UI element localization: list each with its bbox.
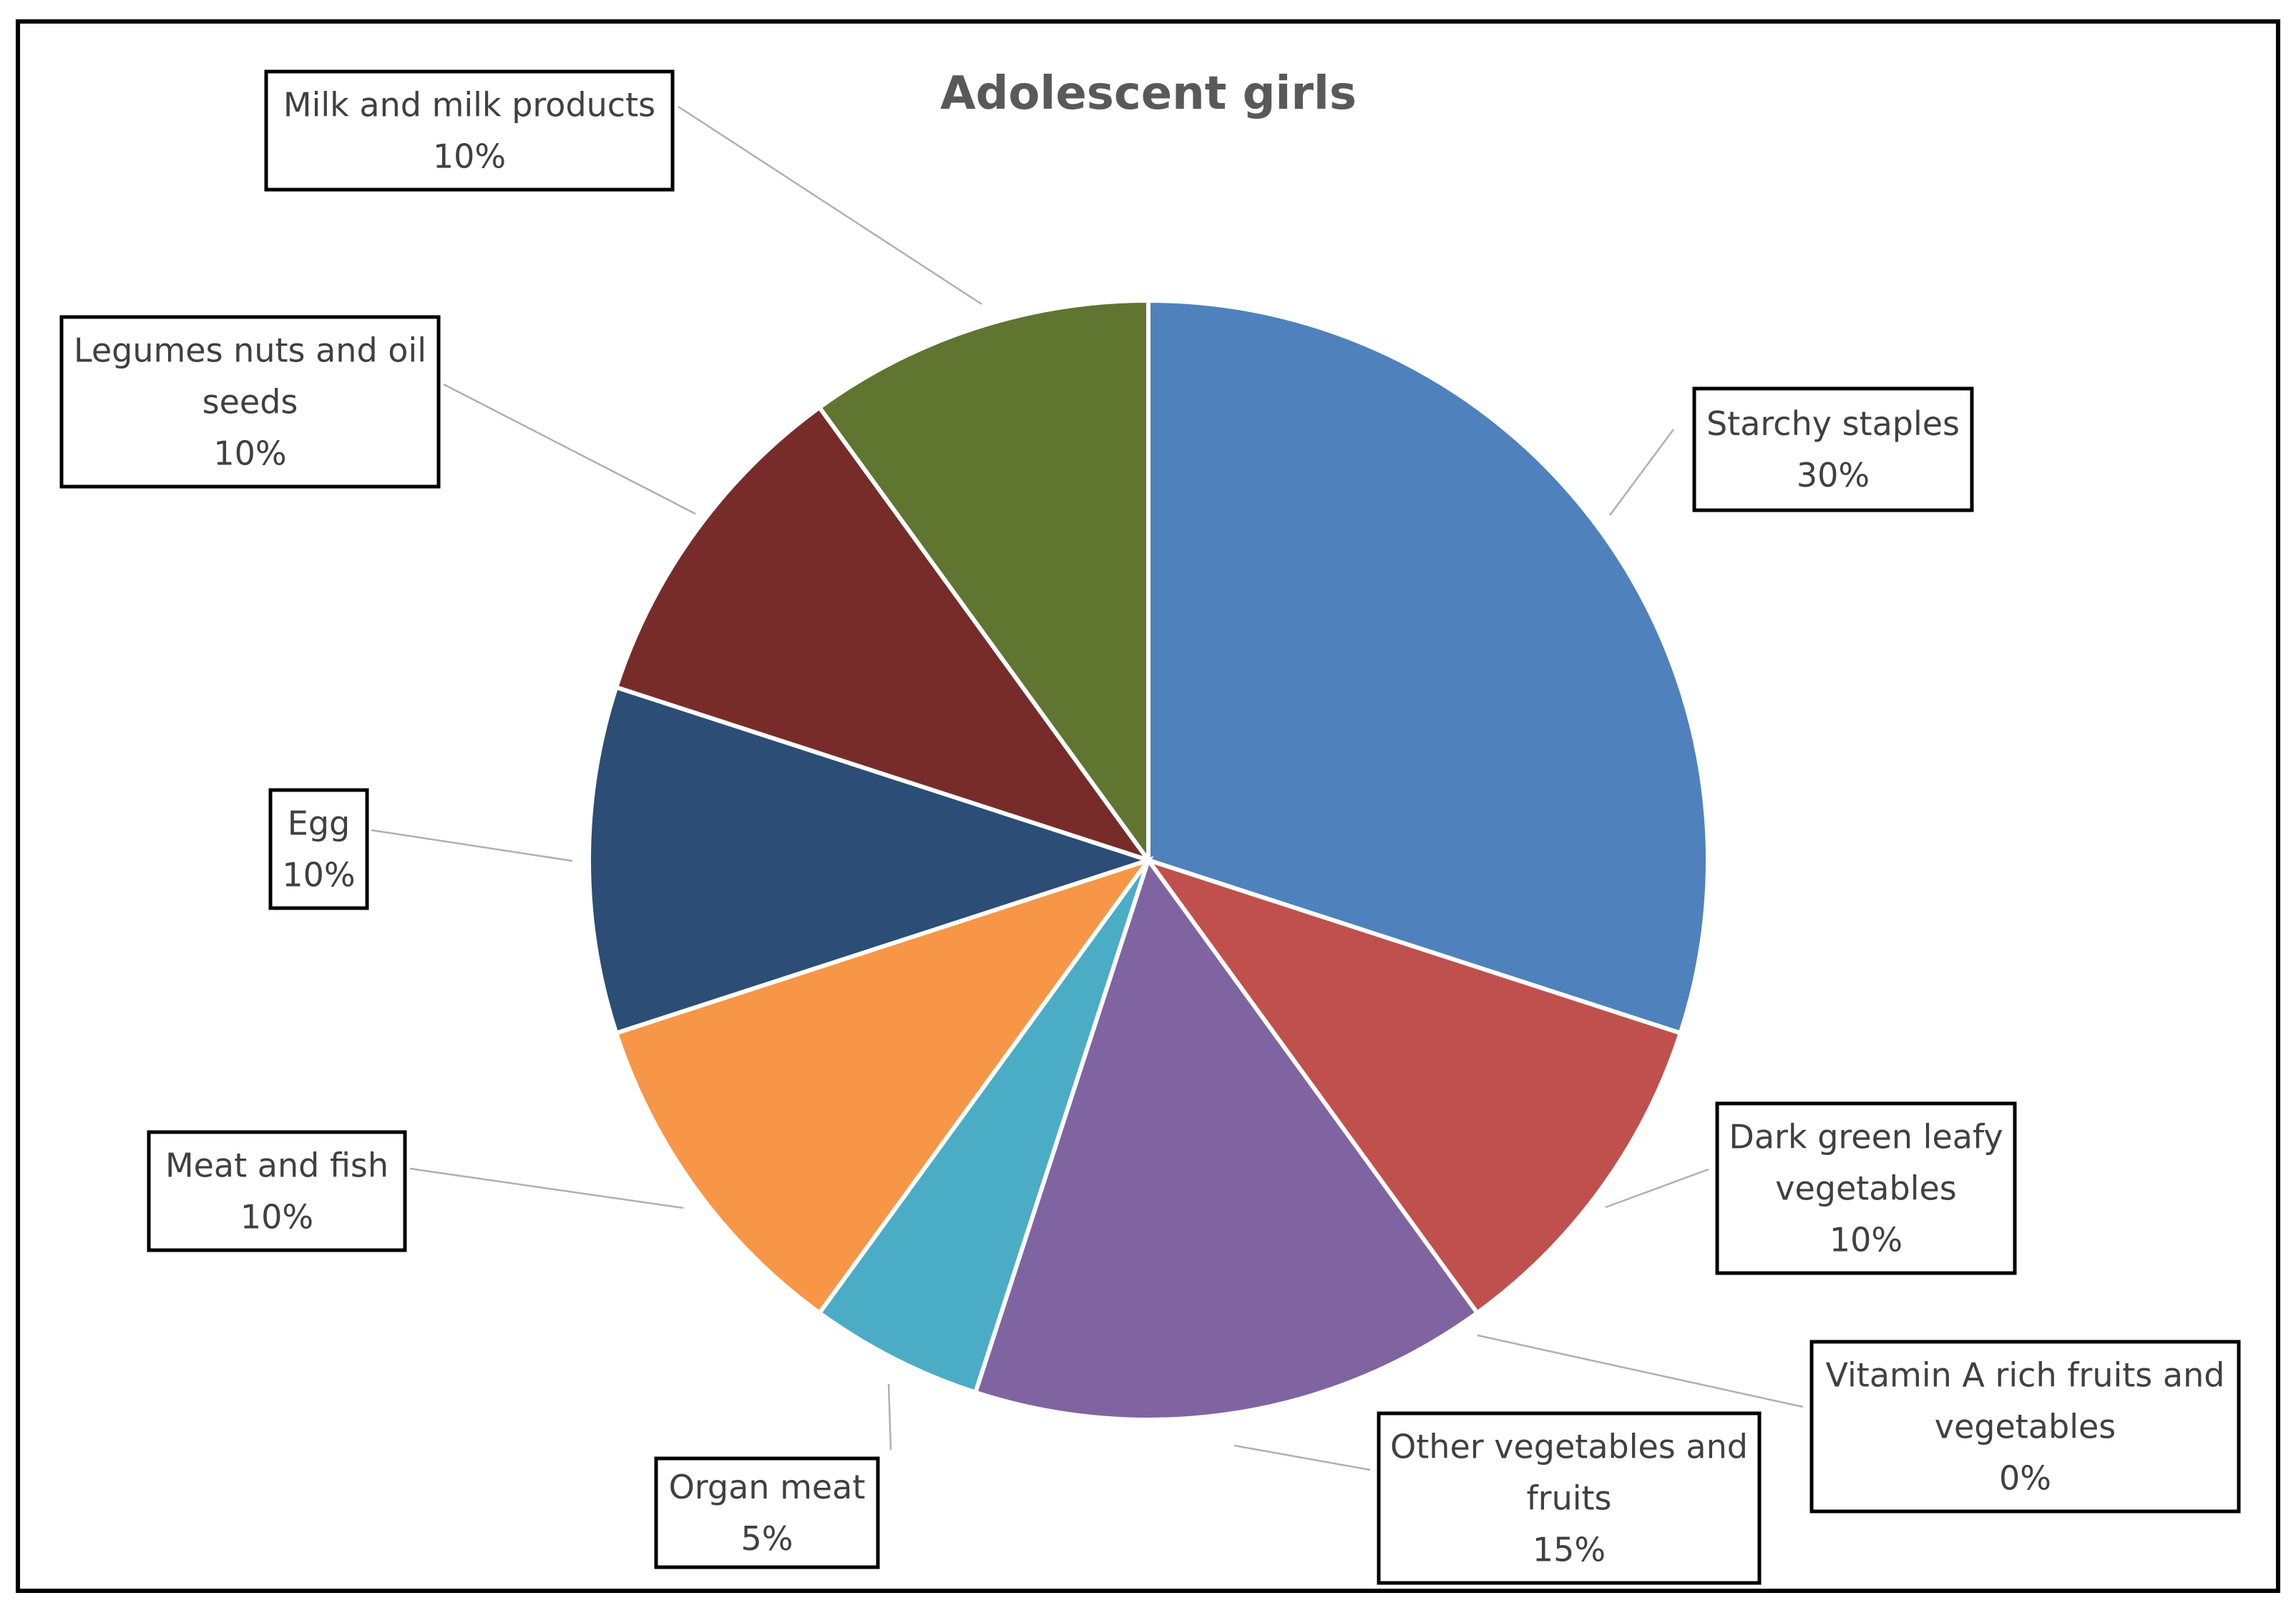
data-label-name: Vitamin A rich fruits and [1826,1356,2225,1395]
data-label-value: 30% [1797,456,1870,494]
data-label-box [147,1130,407,1252]
data-label-value: 10% [213,434,286,473]
data-label-value: 10% [240,1198,313,1237]
pie-slice-milk [816,298,1151,867]
data-label-name: seeds [202,383,298,421]
leader-line-otherveg [1234,1444,1371,1471]
pie-slice-dglv [1143,856,1684,1316]
leader-line-legumes [443,383,696,515]
data-label-vita: Vitamin A rich fruits and vegetables 0% [1809,1340,2241,1514]
data-label-value: 5% [741,1519,793,1558]
data-label-milk: Milk and milk products 10% [264,69,675,192]
data-label-box [1715,1101,2017,1275]
data-labels: Starchy staples 30% Dark green leafy vegeta… [59,69,2241,1585]
data-label-name: vegetables [1775,1169,1957,1208]
data-label-value: 0% [1999,1459,2051,1498]
data-label-name: Meat and fish [165,1146,389,1185]
leader-line-organ [887,1383,892,1451]
leader-line-meat [409,1167,684,1209]
data-label-value: 10% [282,856,355,895]
leader-line-egg [371,829,573,862]
data-label-box [264,69,675,192]
data-label-name: Organ meat [669,1468,866,1506]
data-label-name: Egg [288,804,350,843]
leader-line-dglv [1605,1168,1709,1209]
data-label-organ: Organ meat 5% [654,1456,880,1569]
chart-title: Adolescent girls [940,67,1357,120]
data-label-name: Legumes nuts and oil [74,331,426,370]
data-label-box [268,788,369,910]
data-label-starchy: Starchy staples 30% [1692,386,1974,512]
data-label-box [1692,386,1974,512]
data-label-dglv: Dark green leafy vegetables 10% [1715,1101,2017,1275]
pie-slices [587,298,1710,1422]
data-label-legumes: Legumes nuts and oil seeds 10% [59,315,441,489]
leader-line-vita [1477,1334,1804,1408]
leader-line-starchy [1608,429,1675,516]
data-label-name: vegetables [1935,1408,2116,1446]
data-label-egg: Egg 10% [268,788,369,910]
pie-slice-meat [613,856,1154,1316]
leader-lines [371,105,1804,1471]
data-label-box [1377,1411,1762,1585]
data-label-box [59,315,441,489]
data-label-box [1809,1340,2241,1514]
pie-slice-organ [816,859,1151,1395]
data-label-meat: Meat and fish 10% [147,1130,407,1252]
leader-line-milk [678,105,982,306]
data-label-name: Dark green leafy [1729,1118,2003,1156]
data-label-name: Milk and milk products [283,86,655,125]
data-label-value: 10% [1830,1221,1902,1259]
data-label-name: fruits [1526,1479,1611,1518]
pie-slice-legumes [613,404,1154,864]
data-label-otherveg: Other vegetables and fruits 15% [1377,1411,1762,1585]
pie-slice-otherveg [972,855,1480,1422]
pie-slice-starchy [1146,298,1710,1036]
data-label-name: Other vegetables and [1390,1428,1748,1466]
pie-slice-egg [587,684,1156,1036]
data-label-box [654,1456,880,1569]
data-label-value: 15% [1533,1531,1606,1569]
data-label-value: 10% [433,137,506,176]
data-label-name: Starchy staples [1706,404,1960,443]
